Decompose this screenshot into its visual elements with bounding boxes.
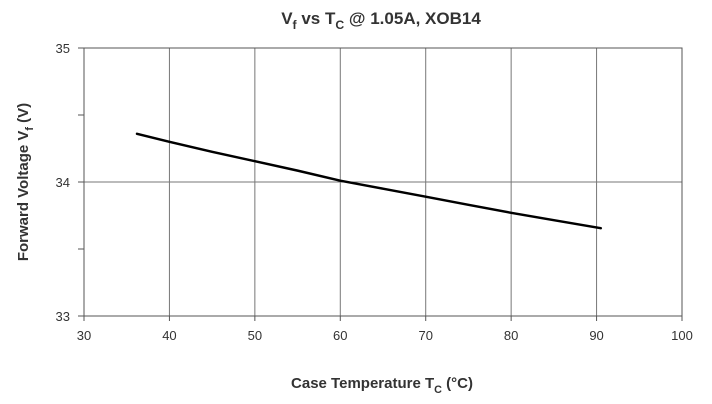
- chart-title: Vf vs TC @ 1.05A, XOB14: [281, 9, 481, 32]
- tick-labels: 30 40 50 60 70 80 90 100 33 34 35: [56, 41, 693, 343]
- gridlines: [84, 48, 682, 316]
- x-tick-label: 70: [418, 328, 432, 343]
- x-tick-label: 90: [589, 328, 603, 343]
- y-tick-label: 33: [56, 309, 70, 324]
- y-tick-label: 34: [56, 175, 70, 190]
- axis-ticks: [78, 47, 683, 321]
- x-tick-label: 40: [162, 328, 176, 343]
- x-tick-label: 50: [248, 328, 262, 343]
- x-tick-label: 100: [671, 328, 693, 343]
- y-tick-label: 35: [56, 41, 70, 56]
- x-tick-label: 30: [77, 328, 91, 343]
- y-axis-label: Forward Voltage Vf (V): [15, 103, 36, 261]
- series-layer: [135, 132, 603, 230]
- x-axis-label: Case Temperature TC (°C): [291, 375, 473, 396]
- series-line: [135, 132, 603, 230]
- x-tick-label: 60: [333, 328, 347, 343]
- x-tick-label: 80: [504, 328, 518, 343]
